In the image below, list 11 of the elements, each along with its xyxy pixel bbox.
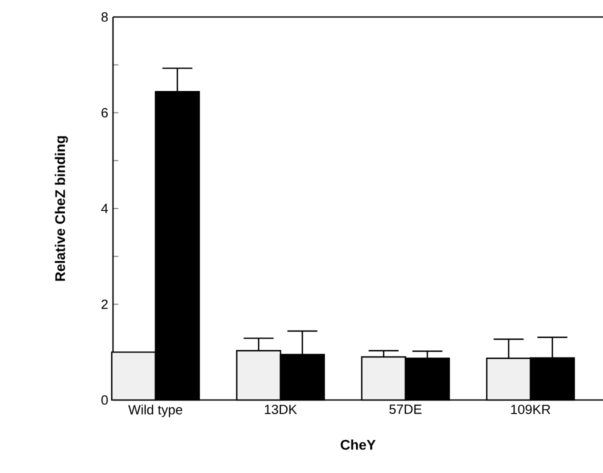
- y-tick-label: 0: [101, 395, 108, 405]
- x-axis-title: CheY: [340, 439, 376, 450]
- x-tick-label: 13DK: [264, 404, 297, 414]
- y-tick-label: 2: [102, 300, 108, 309]
- x-tick-label: 109KR: [511, 404, 550, 414]
- y-tick-label: 8: [102, 12, 108, 22]
- x-tick-label: 57DE: [389, 404, 422, 414]
- x-tick-label: Wild type: [128, 404, 182, 418]
- y-tick-label: 4: [101, 204, 108, 214]
- y-axis-title: Relative CheZ binding: [54, 136, 68, 281]
- y-tick-label: 6: [102, 108, 108, 118]
